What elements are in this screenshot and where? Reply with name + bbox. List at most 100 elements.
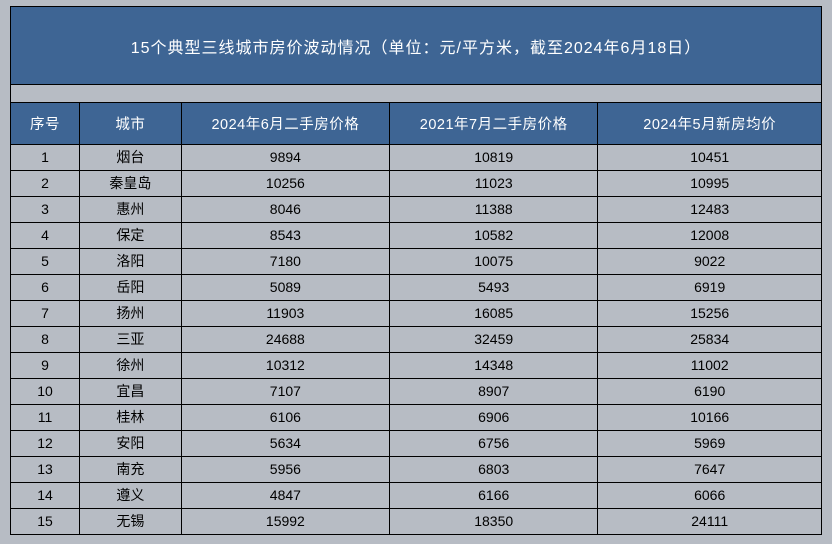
cell-seq: 8 <box>11 327 80 353</box>
cell-city: 三亚 <box>80 327 182 353</box>
cell-city: 岳阳 <box>80 275 182 301</box>
cell-city: 桂林 <box>80 405 182 431</box>
table-row: 3惠州80461138812483 <box>11 197 822 223</box>
cell-p3: 10166 <box>598 405 822 431</box>
cell-p2: 6166 <box>390 483 598 509</box>
cell-p1: 5956 <box>181 457 389 483</box>
col-header-seq: 序号 <box>11 103 80 145</box>
table-row: 14遵义484761666066 <box>11 483 822 509</box>
cell-p1: 11903 <box>181 301 389 327</box>
cell-seq: 6 <box>11 275 80 301</box>
header-row: 序号 城市 2024年6月二手房价格 2021年7月二手房价格 2024年5月新… <box>11 103 822 145</box>
cell-p2: 10075 <box>390 249 598 275</box>
cell-p1: 9894 <box>181 145 389 171</box>
cell-seq: 10 <box>11 379 80 405</box>
table-title-banner: 15个典型三线城市房价波动情况（单位：元/平方米，截至2024年6月18日） <box>10 6 822 84</box>
cell-city: 安阳 <box>80 431 182 457</box>
cell-p2: 10819 <box>390 145 598 171</box>
cell-p2: 6906 <box>390 405 598 431</box>
table-row: 13南充595668037647 <box>11 457 822 483</box>
table-title: 15个典型三线城市房价波动情况（单位：元/平方米，截至2024年6月18日） <box>131 34 702 58</box>
cell-city: 惠州 <box>80 197 182 223</box>
cell-p2: 11388 <box>390 197 598 223</box>
col-header-city: 城市 <box>80 103 182 145</box>
table-body: 1烟台989410819104512秦皇岛1025611023109953惠州8… <box>11 145 822 535</box>
cell-seq: 4 <box>11 223 80 249</box>
cell-p2: 5493 <box>390 275 598 301</box>
table-row: 15无锡159921835024111 <box>11 509 822 535</box>
cell-p1: 8046 <box>181 197 389 223</box>
cell-seq: 15 <box>11 509 80 535</box>
cell-p2: 11023 <box>390 171 598 197</box>
cell-p1: 6106 <box>181 405 389 431</box>
cell-p2: 10582 <box>390 223 598 249</box>
col-header-p3: 2024年5月新房均价 <box>598 103 822 145</box>
cell-p3: 24111 <box>598 509 822 535</box>
cell-p2: 18350 <box>390 509 598 535</box>
price-table: 序号 城市 2024年6月二手房价格 2021年7月二手房价格 2024年5月新… <box>10 102 822 535</box>
cell-seq: 11 <box>11 405 80 431</box>
cell-p3: 25834 <box>598 327 822 353</box>
cell-seq: 2 <box>11 171 80 197</box>
table-row: 4保定85431058212008 <box>11 223 822 249</box>
cell-p1: 10256 <box>181 171 389 197</box>
cell-p3: 10995 <box>598 171 822 197</box>
cell-p3: 6190 <box>598 379 822 405</box>
table-row: 6岳阳508954936919 <box>11 275 822 301</box>
cell-p3: 6066 <box>598 483 822 509</box>
cell-city: 徐州 <box>80 353 182 379</box>
table-row: 2秦皇岛102561102310995 <box>11 171 822 197</box>
cell-p3: 9022 <box>598 249 822 275</box>
table-row: 1烟台98941081910451 <box>11 145 822 171</box>
cell-p1: 15992 <box>181 509 389 535</box>
cell-p3: 12008 <box>598 223 822 249</box>
cell-p3: 12483 <box>598 197 822 223</box>
cell-city: 秦皇岛 <box>80 171 182 197</box>
table-row: 9徐州103121434811002 <box>11 353 822 379</box>
cell-p3: 5969 <box>598 431 822 457</box>
cell-p1: 5634 <box>181 431 389 457</box>
cell-p2: 16085 <box>390 301 598 327</box>
cell-p1: 4847 <box>181 483 389 509</box>
cell-city: 遵义 <box>80 483 182 509</box>
cell-seq: 7 <box>11 301 80 327</box>
cell-p1: 7180 <box>181 249 389 275</box>
cell-seq: 5 <box>11 249 80 275</box>
table-row: 11桂林6106690610166 <box>11 405 822 431</box>
table-row: 12安阳563467565969 <box>11 431 822 457</box>
spacer-row <box>10 84 822 102</box>
cell-p2: 14348 <box>390 353 598 379</box>
cell-seq: 1 <box>11 145 80 171</box>
cell-p2: 6803 <box>390 457 598 483</box>
cell-p1: 8543 <box>181 223 389 249</box>
cell-p1: 5089 <box>181 275 389 301</box>
cell-city: 烟台 <box>80 145 182 171</box>
col-header-p1: 2024年6月二手房价格 <box>181 103 389 145</box>
cell-seq: 9 <box>11 353 80 379</box>
cell-seq: 13 <box>11 457 80 483</box>
col-header-p2: 2021年7月二手房价格 <box>390 103 598 145</box>
cell-p2: 8907 <box>390 379 598 405</box>
cell-city: 宜昌 <box>80 379 182 405</box>
cell-seq: 3 <box>11 197 80 223</box>
cell-seq: 12 <box>11 431 80 457</box>
cell-p3: 11002 <box>598 353 822 379</box>
cell-p1: 7107 <box>181 379 389 405</box>
cell-p3: 10451 <box>598 145 822 171</box>
cell-city: 无锡 <box>80 509 182 535</box>
table-row: 7扬州119031608515256 <box>11 301 822 327</box>
cell-city: 保定 <box>80 223 182 249</box>
cell-p1: 10312 <box>181 353 389 379</box>
cell-city: 扬州 <box>80 301 182 327</box>
cell-p2: 6756 <box>390 431 598 457</box>
cell-city: 洛阳 <box>80 249 182 275</box>
cell-p3: 6919 <box>598 275 822 301</box>
cell-city: 南充 <box>80 457 182 483</box>
cell-seq: 14 <box>11 483 80 509</box>
cell-p3: 7647 <box>598 457 822 483</box>
table-row: 8三亚246883245925834 <box>11 327 822 353</box>
cell-p3: 15256 <box>598 301 822 327</box>
table-row: 5洛阳7180100759022 <box>11 249 822 275</box>
cell-p1: 24688 <box>181 327 389 353</box>
table-row: 10宜昌710789076190 <box>11 379 822 405</box>
